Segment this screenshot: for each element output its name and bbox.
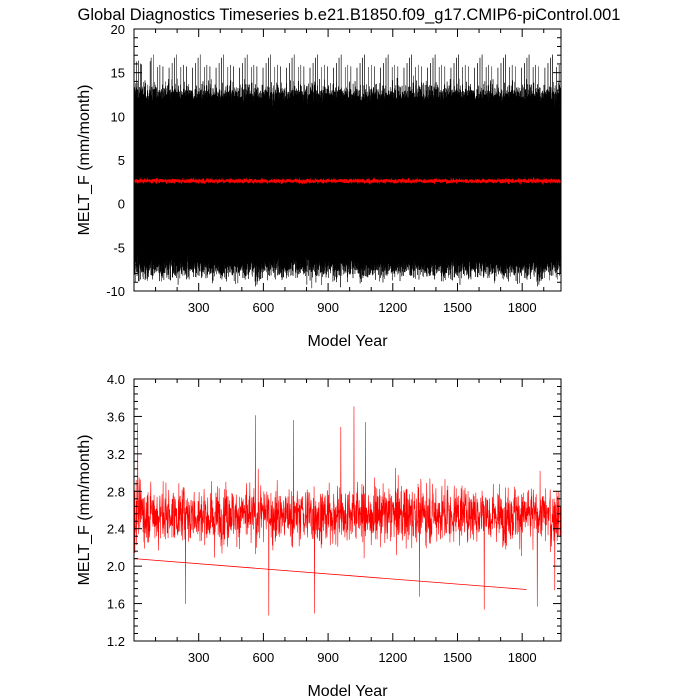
y-tick-label: 4.0 <box>107 372 125 387</box>
top-y-axis-label: MELT_F (mm/month) <box>76 85 93 236</box>
y-tick-label: 5 <box>118 153 125 168</box>
wraparound-line <box>134 558 527 590</box>
series-monthly-0 <box>134 54 561 289</box>
x-tick-label: 1200 <box>378 650 407 665</box>
y-tick-label: 15 <box>111 66 125 81</box>
top-panel: 300 600 900 1200 1500 1800 -10 -5 0 5 10 15 20 Model… <box>76 22 562 350</box>
x-tick-label: 1500 <box>443 650 472 665</box>
y-tick-label: 1.2 <box>107 634 125 649</box>
x-tick-label: 600 <box>253 300 275 315</box>
y-tick-label: 2.4 <box>107 522 125 537</box>
x-tick-label: 300 <box>188 650 210 665</box>
bottom-x-axis-label: Model Year <box>307 683 388 700</box>
bottom-panel-axes: 300 600 900 1200 1500 1800 1.2 1.6 2.0 2.4 2.8 3.2 3… <box>107 372 562 665</box>
bottom-y-axis-label: MELT_F (mm/month) <box>76 435 93 586</box>
x-tick-label: 900 <box>317 650 339 665</box>
figure-title: Global Diagnostics Timeseries b.e21.B185… <box>78 6 621 24</box>
y-tick-label: 20 <box>111 22 125 37</box>
y-tick-label: 10 <box>111 109 125 124</box>
x-tick-label: 1500 <box>443 300 472 315</box>
y-tick-label: 0 <box>118 197 125 212</box>
x-tick-label: 600 <box>253 650 275 665</box>
bottom-panel-series <box>134 406 561 616</box>
x-tick-label: 1800 <box>508 650 537 665</box>
series-annual-mean-1 <box>134 406 561 616</box>
y-tick-label: 3.6 <box>107 409 125 424</box>
x-tick-label: 300 <box>188 300 210 315</box>
x-tick-label: 1800 <box>508 300 537 315</box>
top-x-axis-label: Model Year <box>307 333 388 350</box>
series-annual-mean-0 <box>134 176 561 186</box>
y-tick-label: -10 <box>106 284 125 299</box>
plot-frame-1 <box>133 378 562 642</box>
x-tick-label: 1200 <box>378 300 407 315</box>
x-tick-label: 900 <box>317 300 339 315</box>
y-tick-label: -5 <box>113 240 125 255</box>
y-tick-label: 3.2 <box>107 447 125 462</box>
y-tick-label: 2.8 <box>107 484 125 499</box>
top-panel-axes: 300 600 900 1200 1500 1800 -10 -5 0 5 10 15 20 <box>106 22 562 315</box>
bottom-panel: 300 600 900 1200 1500 1800 1.2 1.6 2.0 2.4 2.8 3.2 3… <box>76 372 562 700</box>
top-panel-series <box>134 54 561 289</box>
y-tick-label: 1.6 <box>107 597 125 612</box>
y-tick-label: 2.0 <box>107 559 125 574</box>
